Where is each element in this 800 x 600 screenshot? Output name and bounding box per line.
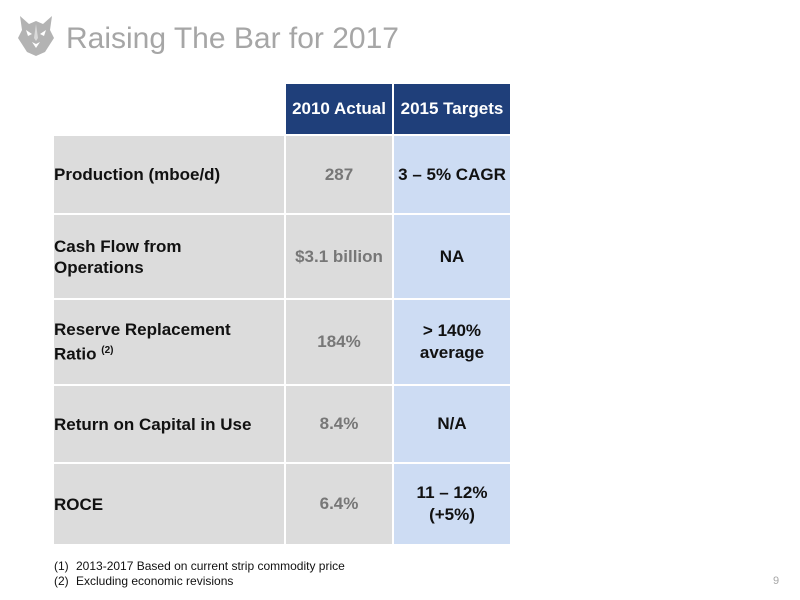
actual-value: 287 [284,134,394,215]
target-value: NA [392,213,512,300]
target-value: 11 – 12% (+5%) [392,462,512,546]
footnote-1: (1) 2013-2017 Based on current strip com… [54,559,345,574]
actual-value: $3.1 billion [284,213,394,300]
footnote-number: (1) [54,559,69,573]
row-label: Production (mboe/d) [52,134,286,215]
footnote-number: (2) [54,574,69,588]
row-label: Return on Capital in Use [52,384,286,464]
target-value: 3 – 5% CAGR [392,134,512,215]
row-label: ROCE [52,462,286,546]
target-value: > 140% average [392,298,512,386]
actual-value: 8.4% [284,384,394,464]
header-blank-cell [52,82,286,136]
table-row: Cash Flow from Operations $3.1 billion NA [52,213,512,300]
footnote-text: Excluding economic revisions [76,574,234,588]
header-2010-actual: 2010 Actual [284,82,394,136]
footnote-ref: (2) [101,345,114,357]
header-2015-targets: 2015 Targets [392,82,512,136]
table-row: Return on Capital in Use 8.4% N/A [52,384,512,464]
slide-title: Raising The Bar for 2017 [66,22,399,55]
table-row: ROCE 6.4% 11 – 12% (+5%) [52,462,512,546]
actual-value: 6.4% [284,462,394,546]
table-row: Production (mboe/d) 287 3 – 5% CAGR [52,134,512,215]
targets-table: 2010 Actual 2015 Targets Production (mbo… [52,82,512,546]
table-header-row: 2010 Actual 2015 Targets [52,82,512,136]
row-label: Reserve Replacement Ratio (2) [52,298,286,386]
footnote-2: (2) Excluding economic revisions [54,574,345,589]
target-value: N/A [392,384,512,464]
husky-logo-icon [18,16,54,56]
row-label: Cash Flow from Operations [52,213,286,300]
table-row: Reserve Replacement Ratio (2) 184% > 140%… [52,298,512,386]
page-number: 9 [773,575,780,587]
footnote-text: 2013-2017 Based on current strip commodi… [76,559,345,573]
footnotes: (1) 2013-2017 Based on current strip com… [54,559,345,589]
actual-value: 184% [284,298,394,386]
